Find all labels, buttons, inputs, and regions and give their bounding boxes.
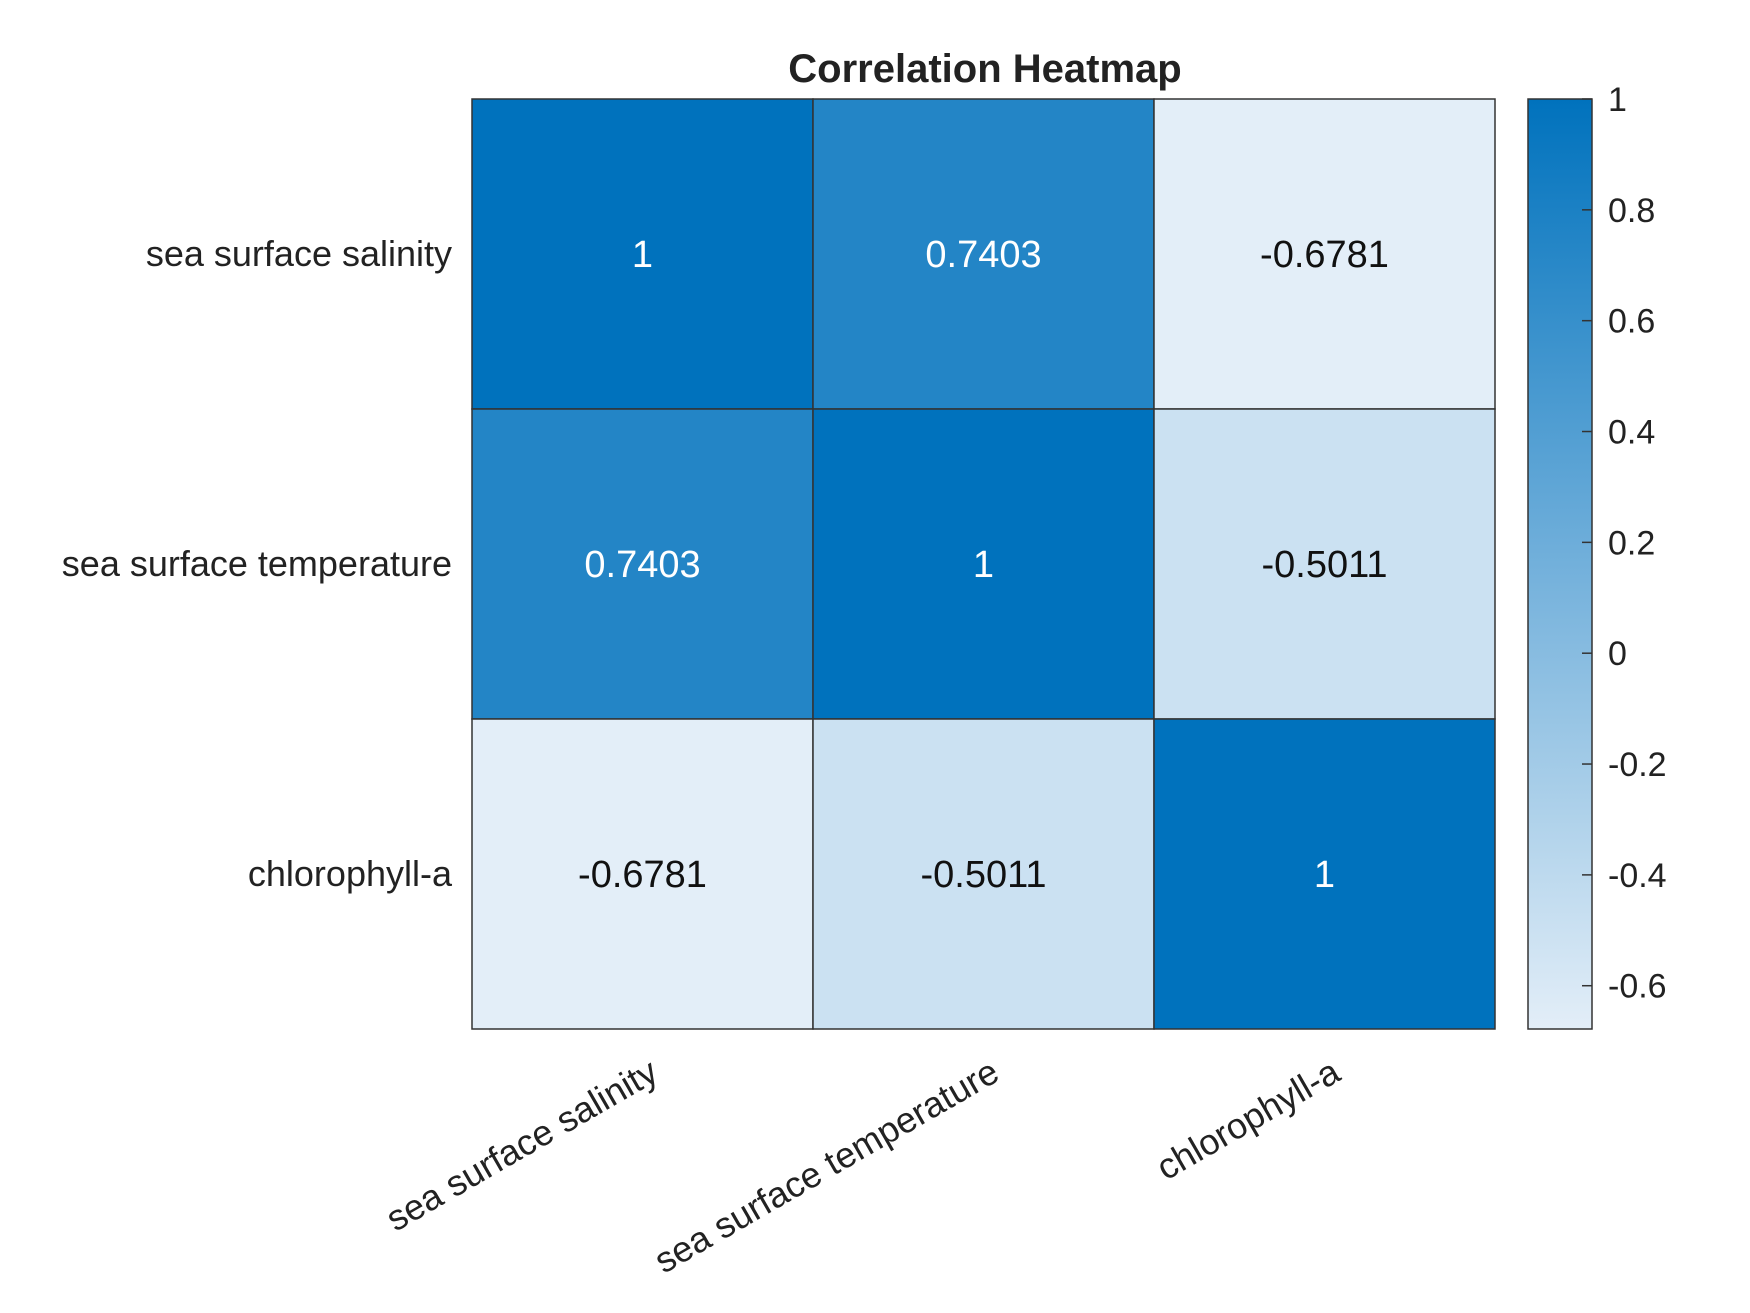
colorbar-tick-label: 0.8 (1608, 192, 1655, 230)
x-tick-label: sea surface salinity (379, 1050, 665, 1239)
heatmap-cell (1153, 408, 1496, 720)
x-tick-label: chlorophyll-a (1149, 1050, 1347, 1188)
colorbar-tick-label: 0 (1608, 635, 1627, 673)
colorbar-gradient (1527, 98, 1593, 1030)
cell-value-label: -0.6781 (1260, 234, 1389, 276)
colorbar-tick-label: 1 (1608, 81, 1627, 119)
cell-value-label: 1 (632, 234, 653, 276)
heatmap-cell-labels: 1 0.7403 -0.6781 0.7403 1 -0.5011 -0.6781 -0.50… (578, 234, 1389, 896)
y-axis-labels: sea surface salinity sea surface temperat… (62, 233, 453, 894)
heatmap-cell (471, 408, 814, 720)
heatmap-cell (812, 98, 1155, 410)
colorbar-tick-label: -0.2 (1608, 746, 1667, 784)
cell-value-label: -0.5011 (920, 854, 1046, 896)
heatmap-cells (471, 98, 1496, 1030)
cell-value-label: 1 (973, 544, 994, 586)
cell-value-label: 0.7403 (584, 544, 700, 586)
colorbar-tick-label: 0.6 (1608, 303, 1655, 341)
heatmap-cell (812, 408, 1155, 720)
cell-value-label: -0.5011 (1261, 544, 1387, 586)
colorbar-tick-label: 0.2 (1608, 524, 1655, 562)
y-tick-label: sea surface temperature (62, 543, 452, 584)
y-tick-label: chlorophyll-a (248, 853, 453, 894)
heatmap-cell (1153, 718, 1496, 1030)
colorbar-tick-label: -0.6 (1608, 968, 1667, 1006)
cell-value-label: -0.6781 (578, 854, 707, 896)
heatmap-cell (471, 718, 814, 1030)
chart-title: Correlation Heatmap (788, 47, 1181, 91)
heatmap-cell (812, 718, 1155, 1030)
colorbar-tick-label: -0.4 (1608, 857, 1667, 895)
x-tick-label: sea surface temperature (647, 1050, 1005, 1281)
y-tick-label: sea surface salinity (146, 233, 452, 274)
heatmap-cell (1153, 98, 1496, 410)
heatmap-cell (471, 98, 814, 410)
cell-value-label: 1 (1314, 854, 1335, 896)
colorbar: 1 0.8 0.6 0.4 0.2 0 -0.2 -0.4 -0.6 (1527, 81, 1667, 1030)
colorbar-tick-label: 0.4 (1608, 414, 1655, 452)
cell-value-label: 0.7403 (925, 234, 1041, 276)
